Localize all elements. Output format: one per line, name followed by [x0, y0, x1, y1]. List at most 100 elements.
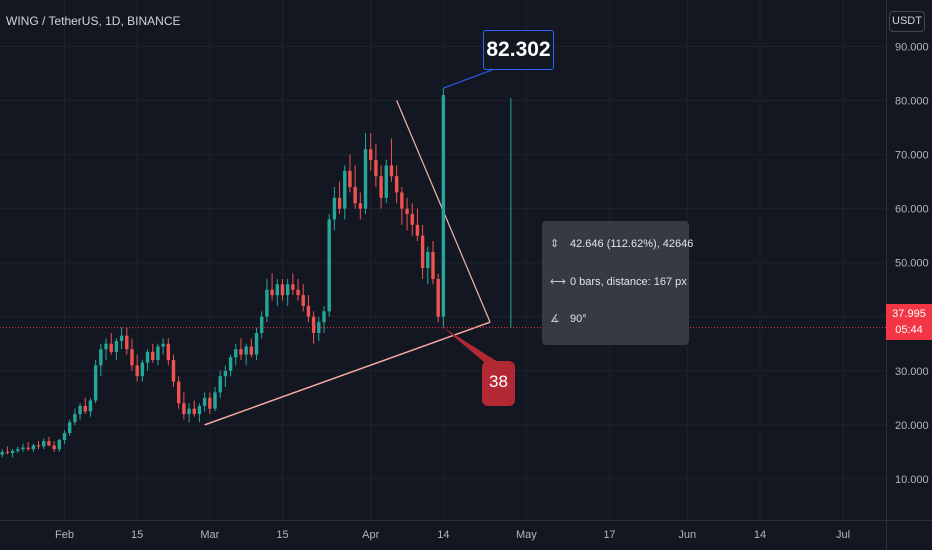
candle-body [125, 335, 129, 350]
measure-range-text: 42.646 (112.62%), 42646 [570, 238, 694, 250]
candle-body [218, 376, 222, 393]
candle-body [62, 432, 67, 440]
candle-body [291, 284, 295, 290]
candle-body [83, 405, 87, 412]
candle-body [322, 311, 326, 323]
measure-tooltip[interactable]: ⇕ 42.646 (112.62%), 42646 ⟷ 0 bars, distan… [542, 221, 693, 345]
price-range-icon: ⇕ [550, 238, 560, 250]
y-tick-label: 10.000 [895, 474, 929, 486]
candle-body [384, 165, 388, 198]
low-callout-pointer [443, 327, 498, 362]
x-tick-label: Jul [836, 529, 850, 541]
x-tick-label: Feb [55, 529, 74, 541]
candle-body [234, 349, 238, 358]
candle-body [47, 441, 51, 446]
y-tick-label: 80.000 [895, 96, 929, 108]
candle-body [296, 289, 300, 296]
candle-body [208, 397, 212, 409]
candle-body [10, 450, 15, 453]
currency-badge[interactable]: USDT [889, 11, 925, 32]
candle-body [275, 284, 279, 296]
candle-body [31, 445, 36, 450]
candle-body [389, 165, 394, 177]
candle-body [78, 405, 82, 415]
candle-body [161, 343, 165, 347]
candle-body [16, 449, 20, 451]
bar-countdown: 05:44 [895, 324, 923, 336]
low-price-callout[interactable]: 38 [482, 361, 515, 406]
candle-body [166, 343, 170, 360]
x-tick-label: Apr [362, 529, 379, 541]
candle-body [265, 289, 269, 317]
candle-body [73, 414, 77, 423]
y-tick-label: 30.000 [895, 366, 929, 378]
last-price-value: 37.995 [892, 308, 926, 320]
y-tick-label: 70.000 [895, 150, 929, 162]
candle-body [145, 351, 150, 363]
candle-body [353, 187, 357, 204]
candle-body [176, 381, 181, 404]
time-axis: Feb 15 Mar 15 Apr 14 May 17 Jun 14 Jul [0, 520, 932, 541]
candle-body [426, 251, 430, 269]
high-callout-pointer [443, 69, 493, 89]
x-tick-label: May [516, 529, 537, 541]
candle-body [57, 440, 62, 450]
candle-body [311, 316, 316, 333]
measure-angle-row: ∡ 90° [550, 311, 587, 327]
x-tick-label: 15 [131, 529, 143, 541]
candle-body [135, 365, 139, 377]
chart-overlays [0, 69, 886, 362]
y-tick-label: 50.000 [895, 258, 929, 270]
candle-body [415, 224, 420, 236]
candle-body [119, 335, 124, 342]
candle-body [420, 235, 425, 269]
candle-body [348, 170, 352, 188]
candle-body [88, 400, 93, 412]
high-price-callout[interactable]: 82.302 [483, 30, 554, 70]
candle-body [254, 332, 259, 355]
candlestick-series [0, 88, 446, 458]
candle-body [332, 197, 337, 220]
candle-body [260, 316, 264, 333]
candle-body [394, 176, 399, 193]
x-tick-label: 15 [276, 529, 288, 541]
y-tick-label: 60.000 [895, 204, 929, 216]
candle-body [436, 278, 440, 317]
candle-body [0, 451, 4, 455]
candle-body [280, 284, 285, 296]
candle-body [36, 445, 41, 447]
candle-body [228, 357, 233, 371]
candle-body [26, 447, 30, 450]
candle-body [140, 362, 145, 377]
candle-body [182, 403, 186, 415]
y-tick-label: 20.000 [895, 420, 929, 432]
price-axis: 90.00080.00070.00060.00050.00040.00030.0… [886, 0, 929, 550]
candle-body [363, 149, 368, 209]
candle-body [21, 447, 25, 450]
x-tick-label: 14 [437, 529, 449, 541]
candle-body [410, 214, 414, 225]
candle-body [156, 346, 160, 360]
x-tick-label: Jun [678, 529, 696, 541]
symbol-title[interactable]: WING / TetherUS, 1D, BINANCE [6, 14, 181, 28]
candle-body [431, 251, 435, 279]
measure-angle-text: 90° [570, 313, 587, 325]
candle-body [99, 349, 103, 366]
candle-body [171, 360, 176, 382]
candle-body [374, 160, 378, 177]
candle-body [202, 397, 207, 406]
measure-bars-text: 0 bars, distance: 167 px [570, 276, 687, 288]
candle-body [52, 445, 56, 450]
candle-body [114, 341, 119, 352]
candle-body [337, 197, 342, 209]
candle-body [213, 392, 217, 409]
candle-body [187, 408, 191, 415]
y-tick-label: 90.000 [895, 41, 929, 53]
candle-body [379, 176, 383, 198]
last-price-tag: 37.995 05:44 [886, 304, 932, 340]
candle-body [223, 370, 228, 377]
candle-body [5, 451, 10, 453]
measure-bars-row: ⟷ 0 bars, distance: 167 px [550, 274, 687, 290]
candle-body [109, 343, 113, 352]
